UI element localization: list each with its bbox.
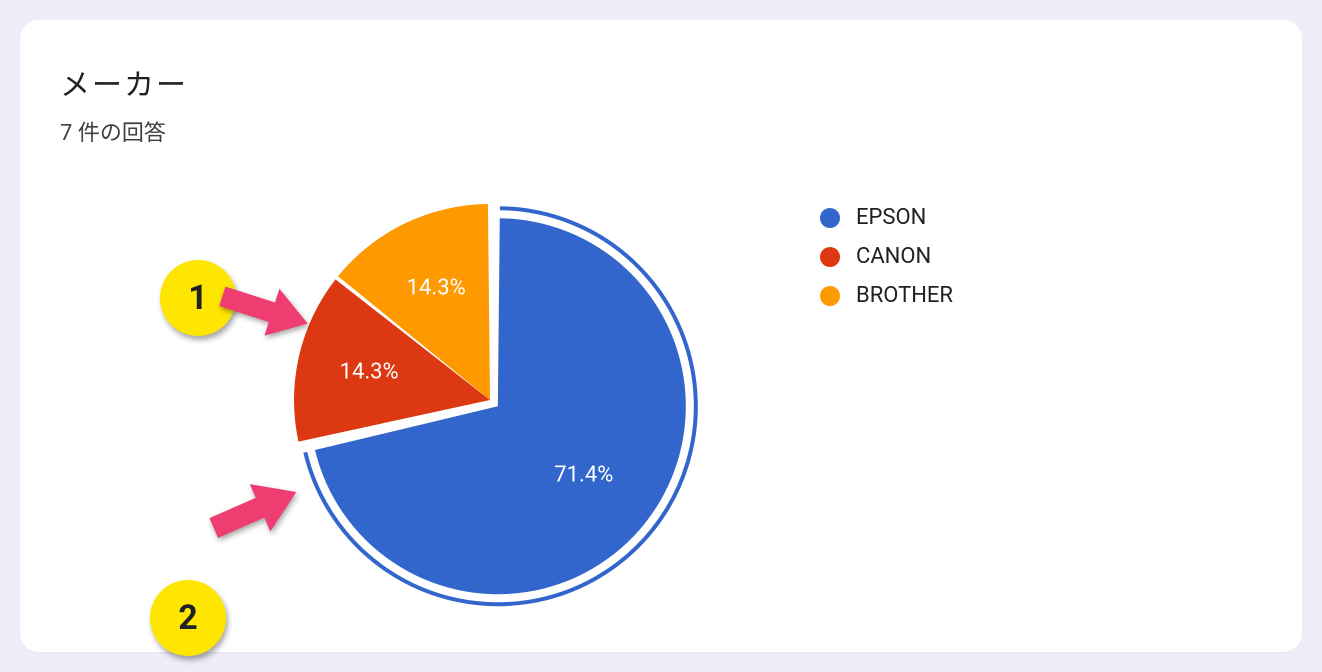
legend-label: BROTHER (856, 283, 953, 308)
legend-item-canon[interactable]: CANON (820, 244, 953, 269)
annotation-arrow-2 (185, 460, 325, 560)
legend-dot-icon (820, 247, 840, 267)
legend-item-brother[interactable]: BROTHER (820, 283, 953, 308)
arrow-icon (219, 287, 307, 336)
slice-label-epson: 71.4% (554, 462, 613, 487)
legend-item-epson[interactable]: EPSON (820, 205, 953, 230)
response-count: 7 件の回答 (60, 115, 166, 147)
annotation-badge-2-number: 2 (178, 598, 198, 638)
legend-label: EPSON (856, 205, 926, 230)
legend: EPSON CANON BROTHER (820, 205, 953, 322)
slice-label-brother: 14.3% (407, 276, 466, 301)
chart-title: メーカー (60, 60, 188, 104)
annotation-badge-2: 2 (150, 580, 226, 656)
legend-dot-icon (820, 286, 840, 306)
legend-label: CANON (856, 244, 931, 269)
annotation-arrow-1 (195, 260, 335, 360)
arrow-icon (209, 484, 296, 538)
pie-chart: 71.4% 14.3% 14.3% (280, 190, 700, 610)
legend-dot-icon (820, 208, 840, 228)
slice-label-canon: 14.3% (340, 360, 399, 385)
chart-card: メーカー 7 件の回答 71.4% 14.3% 14.3% EPSON CANON BR… (20, 20, 1302, 652)
